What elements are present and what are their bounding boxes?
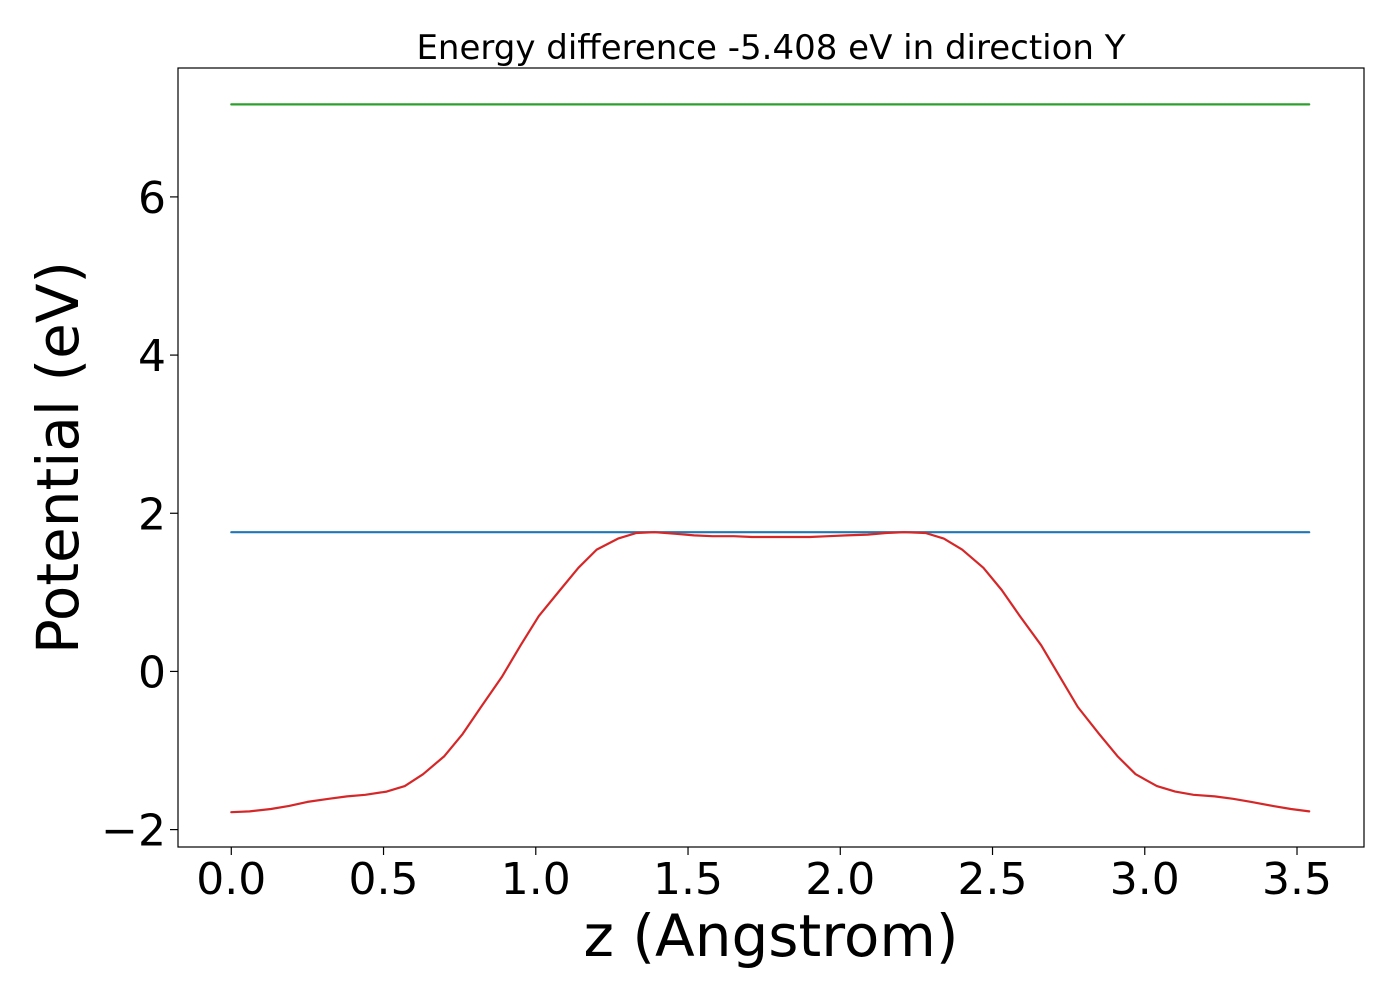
x-axis-label: z (Angstrom) [584, 902, 959, 970]
y-tick-label: −2 [101, 806, 166, 857]
y-axis-label: Potential (eV) [24, 261, 92, 654]
y-tick-label: 6 [138, 173, 166, 224]
x-tick-label: 3.0 [1110, 854, 1180, 905]
x-tick-label: 0.5 [349, 854, 419, 905]
y-tick-label: 4 [138, 331, 166, 382]
x-tick-label: 1.0 [501, 854, 571, 905]
plot-area-frame [177, 67, 1365, 848]
chart-title: Energy difference -5.408 eV in direction… [416, 28, 1125, 68]
x-tick-label: 2.0 [805, 854, 875, 905]
y-tick-label: 0 [138, 647, 166, 698]
y-axis-ticks: −2 0 2 4 6 [101, 173, 178, 857]
y-tick-label: 2 [138, 489, 166, 540]
x-tick-label: 3.5 [1262, 854, 1332, 905]
x-axis-ticks: 0.0 0.5 1.0 1.5 2.0 2.5 3.0 3.5 [196, 847, 1332, 905]
plot-series-group [230, 103, 1311, 814]
x-tick-label: 0.0 [196, 854, 266, 905]
x-tick-label: 2.5 [958, 854, 1028, 905]
x-tick-label: 1.5 [653, 854, 723, 905]
series-line-2 [230, 531, 1311, 814]
